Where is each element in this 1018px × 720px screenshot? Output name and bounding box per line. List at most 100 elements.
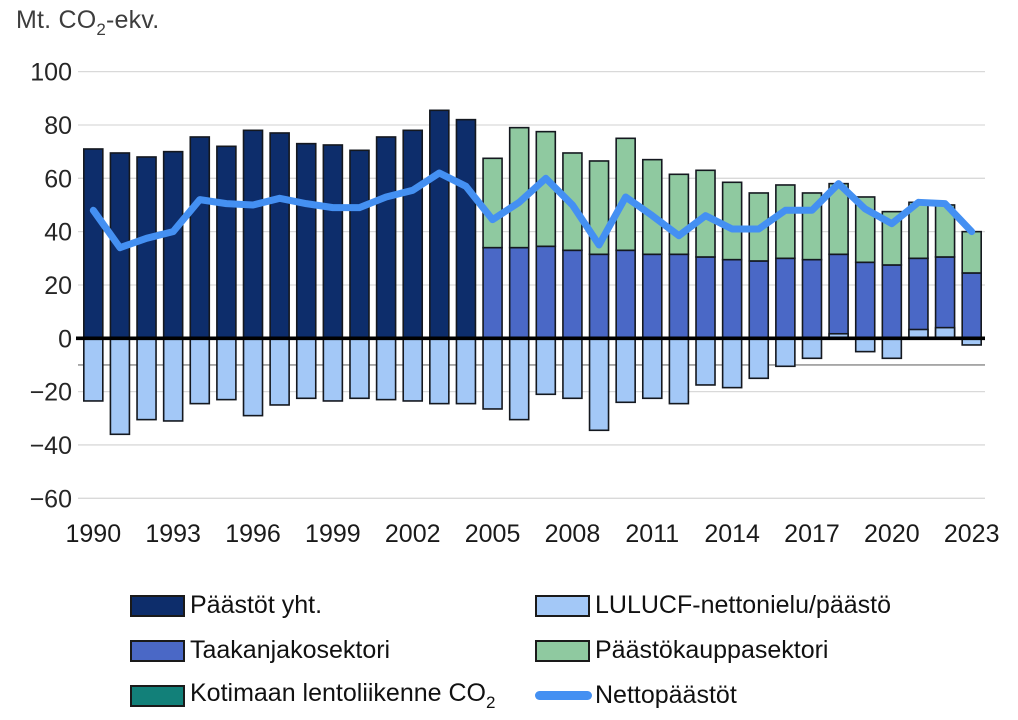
paastot-yht-bar-2003 [429, 109, 450, 340]
taakanjako-bar-2015 [748, 260, 770, 340]
lulucf-bar-2011 [641, 337, 663, 400]
lulucf-bar-2012 [668, 337, 690, 405]
legend-label-kotimaan-lentoliikenne: Kotimaan lentoliikenne CO2 [190, 678, 496, 712]
lulucf-bar-2020 [881, 337, 903, 360]
taakanjako-bar-2022 [934, 256, 956, 340]
lulucf-bar-2013 [695, 337, 716, 386]
lulucf-bar-2008 [562, 337, 583, 400]
taakanjako-bar-2009 [588, 253, 610, 340]
lulucf-bar-2015 [748, 337, 770, 380]
taakanjako-bar-2007 [535, 245, 557, 340]
taakanjako-bar-2011 [641, 253, 663, 340]
x-tick-label: 1996 [225, 520, 281, 548]
taakanjako-bar-2012 [668, 253, 690, 340]
paastot-yht-bar-1999 [322, 144, 344, 340]
lulucf-bar-2017 [801, 337, 823, 360]
taakanjako-bar-2010 [615, 249, 636, 340]
chart-legend: Päästöt yht. LULUCF-nettonielu/päästö Taak… [130, 583, 965, 718]
paastokauppa-bar-2006 [508, 126, 530, 249]
lulucf-bar-1993 [162, 337, 184, 422]
lulucf-bar-2003 [429, 337, 450, 405]
taakanjako-bar-2005 [482, 246, 503, 340]
taakanjako-bar-2019 [854, 261, 876, 340]
paastot-yht-bar-1990 [83, 148, 104, 340]
lulucf-bar-2009 [588, 337, 610, 432]
lulucf-bar-1999 [322, 337, 344, 402]
unit-subscript: 2 [96, 20, 107, 39]
lulucf-bar-1995 [216, 337, 237, 401]
legend-label-nettopaastot: Nettopäästöt [595, 681, 737, 709]
lulucf-bar-2004 [455, 337, 477, 405]
x-tick-label: 1990 [65, 520, 121, 548]
taakanjako-bar-2018 [828, 253, 849, 340]
x-tick-label: 2002 [385, 520, 441, 548]
lulucf-bar-2006 [508, 337, 530, 421]
legend-item-kotimaan-lentoliikenne: Kotimaan lentoliikenne CO2 [130, 679, 535, 713]
paastot-yht-bar-2004 [455, 118, 477, 340]
paastokauppa-bar-2016 [775, 184, 796, 260]
taakanjako-bar-2020 [881, 264, 903, 340]
legend-label-subscript: 2 [486, 692, 496, 712]
paastokauppasektori-swatch [535, 639, 590, 662]
lulucf-bar-2005 [482, 337, 503, 410]
taakanjako-bar-2016 [775, 257, 796, 340]
taakanjakosektori-swatch [130, 639, 185, 662]
taakanjako-bar-2013 [695, 256, 716, 340]
x-tick-label: 2008 [545, 520, 601, 548]
paastot-yht-bar-1996 [242, 129, 264, 340]
x-tick-label: 2005 [465, 520, 521, 548]
taakanjako-bar-2006 [508, 246, 530, 340]
legend-label-paastot-yht: Päästöt yht. [190, 591, 323, 619]
x-tick-label: 2014 [704, 520, 760, 548]
y-tick-label: 80 [44, 112, 72, 140]
y-tick-label: 40 [44, 219, 72, 247]
emissions-chart: 100 80 60 40 20 0 −20 −40 −60 1990 1993 1996 1999 200… [30, 59, 1000, 548]
kotimaan-lentoliikenne-swatch [130, 684, 185, 707]
x-tick-label: 2011 [625, 520, 679, 548]
taakanjako-bar-2023 [961, 272, 982, 340]
lulucf-bar-1992 [136, 337, 157, 421]
y-tick-label: 20 [44, 272, 72, 300]
lulucf-bar-2014 [721, 337, 743, 389]
lulucf-bar-1996 [242, 337, 264, 417]
lulucf-bar-2007 [535, 337, 557, 396]
paastot-yht-bar-1995 [216, 145, 237, 340]
paastot-yht-bar-1997 [269, 132, 290, 340]
x-tick-label: 2020 [864, 520, 920, 548]
lulucf-swatch [535, 594, 590, 617]
legend-label-taakanjakosektori: Taakanjakosektori [190, 636, 391, 664]
lulucf-bar-2019 [854, 337, 876, 353]
paastot-yht-bar-1994 [189, 136, 211, 340]
x-tick-label: 1993 [145, 520, 201, 548]
legend-item-nettopaastot: Nettopäästöt [535, 681, 965, 710]
legend-item-lulucf: LULUCF-nettonielu/päästö [535, 591, 965, 620]
legend-label-paastokauppasektori: Päästökauppasektori [595, 636, 829, 664]
taakanjako-bar-2008 [562, 249, 583, 340]
paastot-yht-bar-2002 [402, 129, 424, 340]
x-tick-label: 1999 [305, 520, 361, 548]
y-tick-label: −20 [30, 379, 72, 407]
lulucf-bar-2001 [375, 337, 397, 401]
lulucf-bar-2002 [402, 337, 424, 402]
paastot-yht-bar-1993 [162, 150, 184, 340]
unit-prefix: Mt. CO [16, 6, 97, 34]
y-tick-label: 0 [58, 325, 72, 353]
lulucf-bar-1997 [269, 337, 290, 406]
paastokauppa-bar-2005 [482, 157, 503, 249]
lulucf-bar-2000 [349, 337, 370, 400]
unit-suffix: -ekv. [106, 6, 160, 34]
legend-label-lulucf: LULUCF-nettonielu/päästö [595, 591, 891, 619]
paastokauppa-bar-2014 [721, 181, 743, 261]
y-tick-label: 60 [44, 165, 72, 193]
x-tick-label: 2017 [784, 520, 840, 548]
paastot-yht-bar-1998 [295, 142, 317, 340]
taakanjako-bar-2021 [908, 257, 929, 340]
legend-item-paastokauppasektori: Päästökauppasektori [535, 636, 965, 665]
taakanjako-bar-2017 [801, 258, 823, 340]
lulucf-bar-1994 [189, 337, 211, 405]
y-tick-label: −40 [30, 432, 72, 460]
lulucf-bar-1998 [295, 337, 317, 400]
legend-item-paastot-yht: Päästöt yht. [130, 591, 535, 620]
lulucf-bar-2010 [615, 337, 636, 404]
